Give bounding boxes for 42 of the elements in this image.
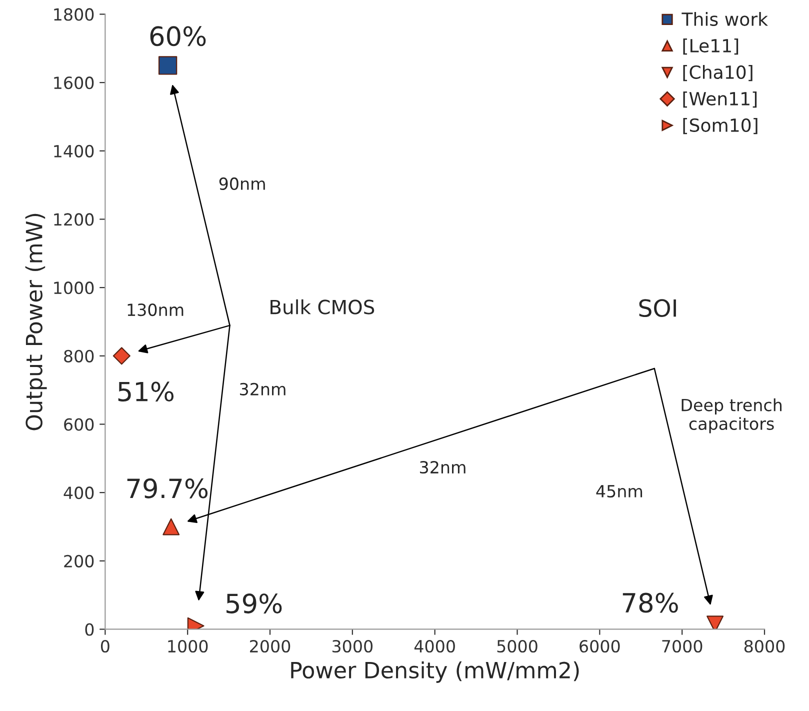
y-tick-label: 1800 bbox=[54, 8, 94, 21]
annotation: 79.7% bbox=[127, 478, 208, 498]
y-axis-title: Output Power (mW) bbox=[25, 214, 47, 430]
annotation: 60% bbox=[150, 26, 206, 46]
y-tick-label: 1200 bbox=[54, 213, 94, 226]
x-tick-label: 2000 bbox=[250, 640, 290, 653]
annotation: 45nm bbox=[596, 485, 642, 498]
y-tick-label: 1000 bbox=[54, 282, 94, 294]
annotation: 32nm bbox=[420, 460, 466, 474]
x-tick-label: 4000 bbox=[414, 640, 455, 653]
annotation: 78% bbox=[622, 592, 678, 613]
y-tick-label: 0 bbox=[85, 623, 94, 636]
point bbox=[158, 56, 178, 75]
y-tick-label: 1400 bbox=[54, 144, 94, 158]
point bbox=[162, 518, 180, 536]
annotation: 90nm bbox=[219, 177, 265, 190]
x-tick-label: 6000 bbox=[580, 640, 620, 653]
annotation: 59% bbox=[226, 594, 282, 614]
x-axis-title: Power Density (mW/mm2) bbox=[291, 661, 579, 683]
annotation: Deep trench capacitors bbox=[682, 398, 782, 434]
y-tick-label: 200 bbox=[64, 554, 94, 568]
annotation: 130nm bbox=[128, 304, 184, 316]
point bbox=[112, 347, 130, 365]
annotation: 32nm bbox=[240, 382, 286, 396]
x-tick-label: 3000 bbox=[332, 640, 373, 653]
legend-label: [Som10] bbox=[683, 118, 758, 134]
x-tick-label: 1000 bbox=[168, 640, 208, 653]
annotation: SOI bbox=[639, 299, 676, 317]
legend-label: [Cha10] bbox=[683, 65, 752, 82]
annotation: 51% bbox=[118, 382, 174, 402]
x-tick-label: 7000 bbox=[662, 640, 702, 653]
legend-label: [Wen11] bbox=[683, 92, 757, 108]
y-tick-label: 1600 bbox=[54, 76, 94, 90]
annotation: Bulk CMOS bbox=[270, 299, 374, 314]
x-tick-label: 8000 bbox=[744, 640, 785, 653]
y-tick-label: 600 bbox=[64, 418, 94, 431]
y-tick-label: 800 bbox=[64, 350, 94, 362]
y-tick-label: 400 bbox=[64, 486, 94, 500]
legend-label: This work bbox=[682, 12, 768, 26]
legend-label: [Le11] bbox=[683, 38, 738, 55]
x-tick-label: 0 bbox=[100, 640, 110, 653]
x-tick-label: 5000 bbox=[497, 640, 538, 653]
